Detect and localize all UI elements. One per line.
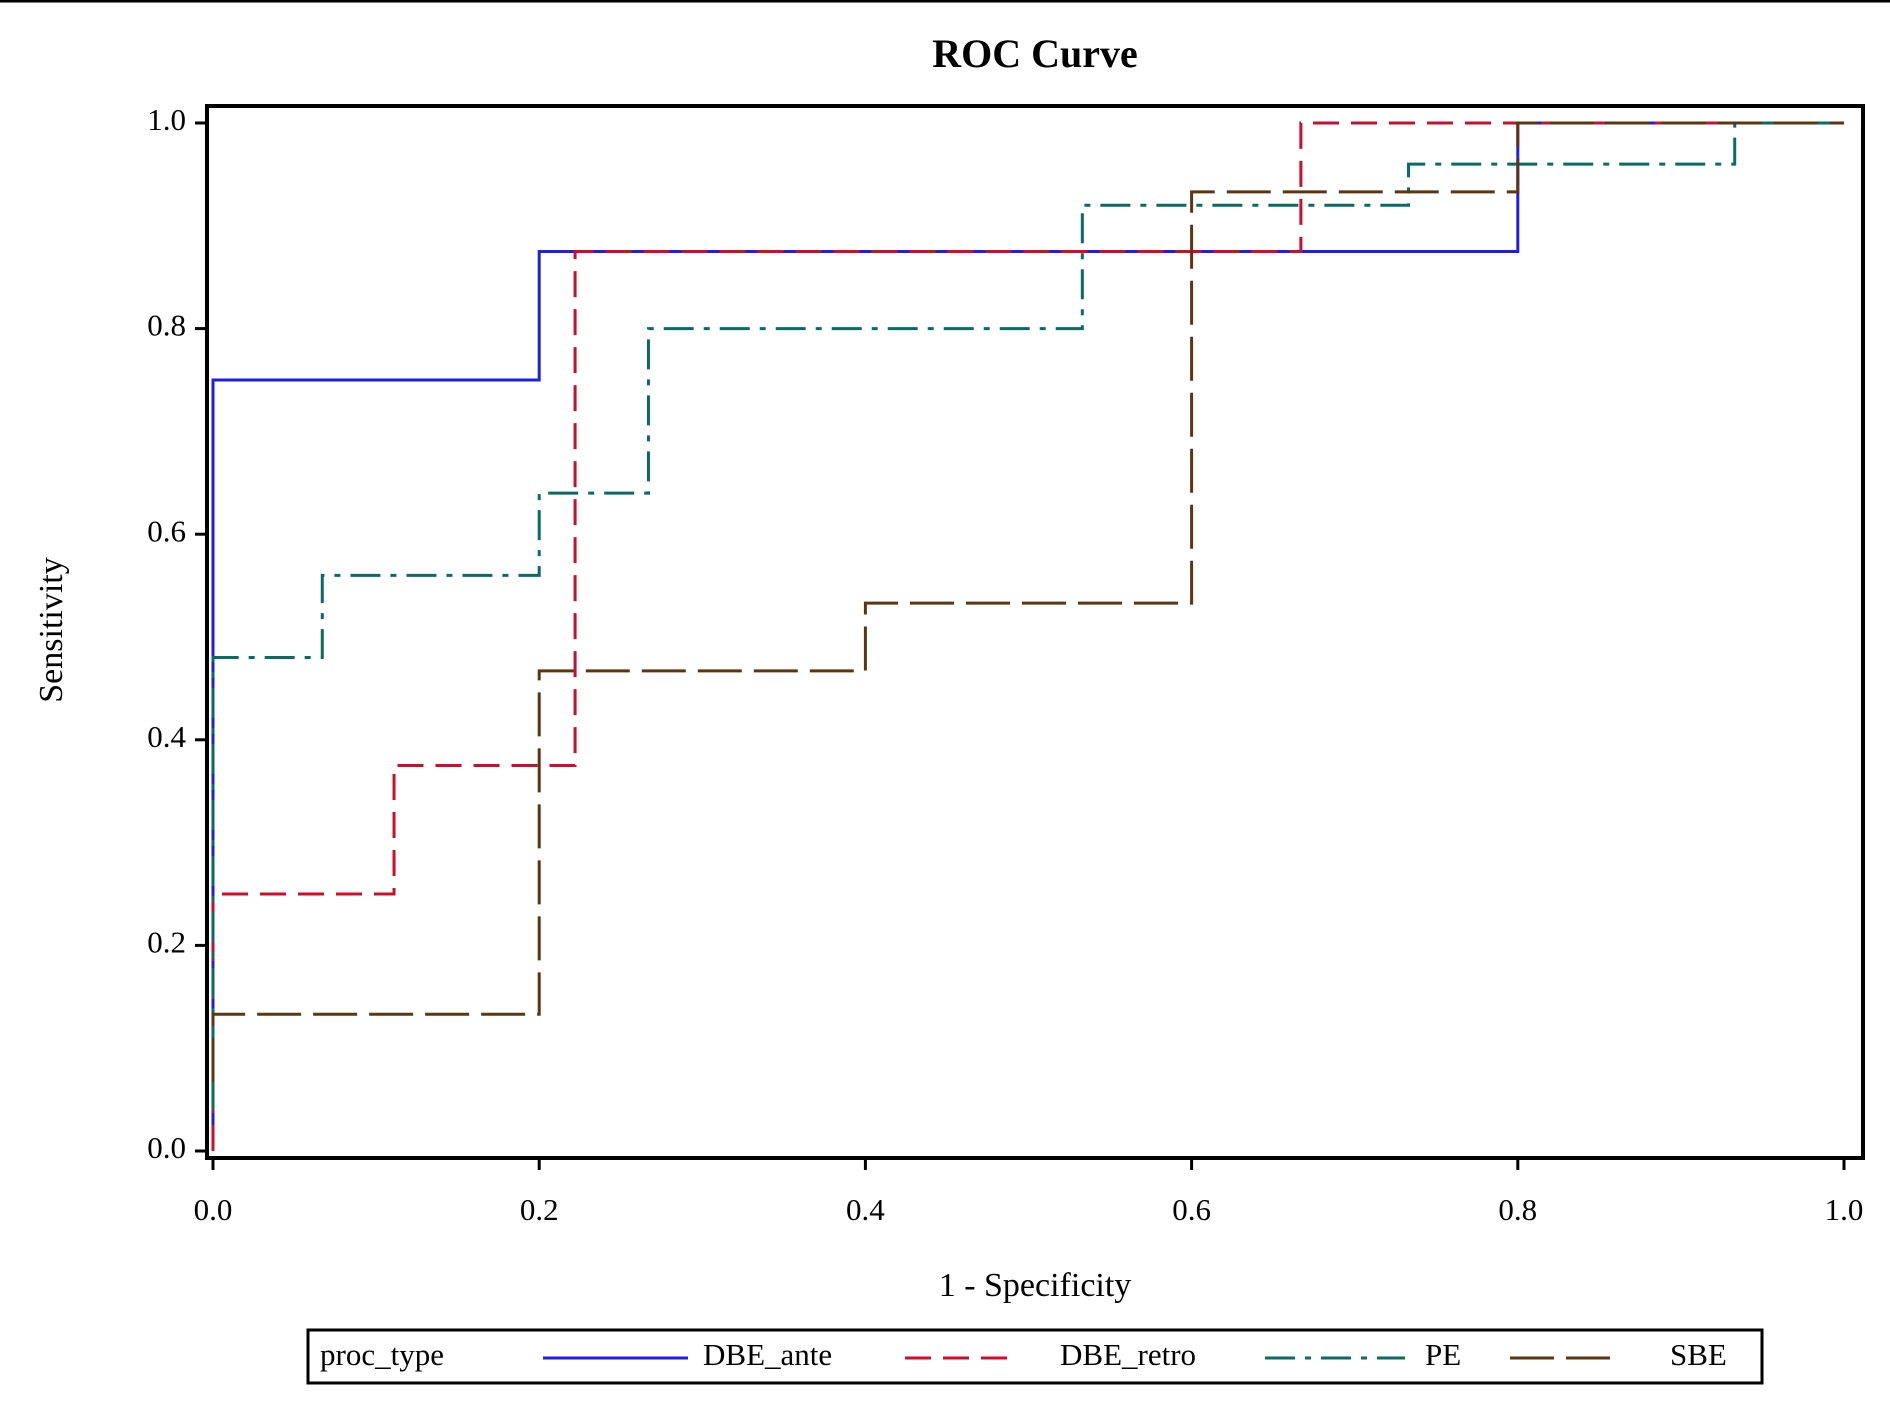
legend-label: PE xyxy=(1425,1337,1461,1372)
plot-frame xyxy=(205,104,1865,1160)
y-tick-label: 0.4 xyxy=(147,719,186,754)
x-tick-label: 0.8 xyxy=(1498,1192,1537,1227)
y-tick-label: 0.0 xyxy=(147,1130,186,1165)
x-tick-label: 0.4 xyxy=(846,1192,885,1227)
x-tick-label: 0.2 xyxy=(520,1192,559,1227)
legend-box xyxy=(306,1328,1764,1385)
y-tick-label: 0.2 xyxy=(147,925,186,960)
roc-line xyxy=(211,121,1844,1151)
x-axis-label: 1 - Specificity xyxy=(939,1267,1132,1304)
y-axis-label: Sensitivity xyxy=(33,557,70,702)
x-tick-label: 0.6 xyxy=(1172,1192,1211,1227)
chart-title: ROC Curve xyxy=(932,31,1138,76)
roc-line xyxy=(211,121,1844,1110)
y-tick-label: 0.6 xyxy=(147,513,186,548)
x-tick-label: 0.0 xyxy=(194,1192,233,1227)
legend-label: SBE xyxy=(1670,1337,1727,1372)
legend-title: proc_type xyxy=(320,1337,444,1372)
roc-line xyxy=(211,121,1844,1151)
y-tick-label: 0.8 xyxy=(147,308,186,343)
roc-line xyxy=(211,121,1844,1083)
legend-label: DBE_retro xyxy=(1060,1337,1196,1372)
y-tick-label: 1.0 xyxy=(147,102,186,137)
x-tick-label: 1.0 xyxy=(1825,1192,1864,1227)
legend-label: DBE_ante xyxy=(703,1337,832,1372)
